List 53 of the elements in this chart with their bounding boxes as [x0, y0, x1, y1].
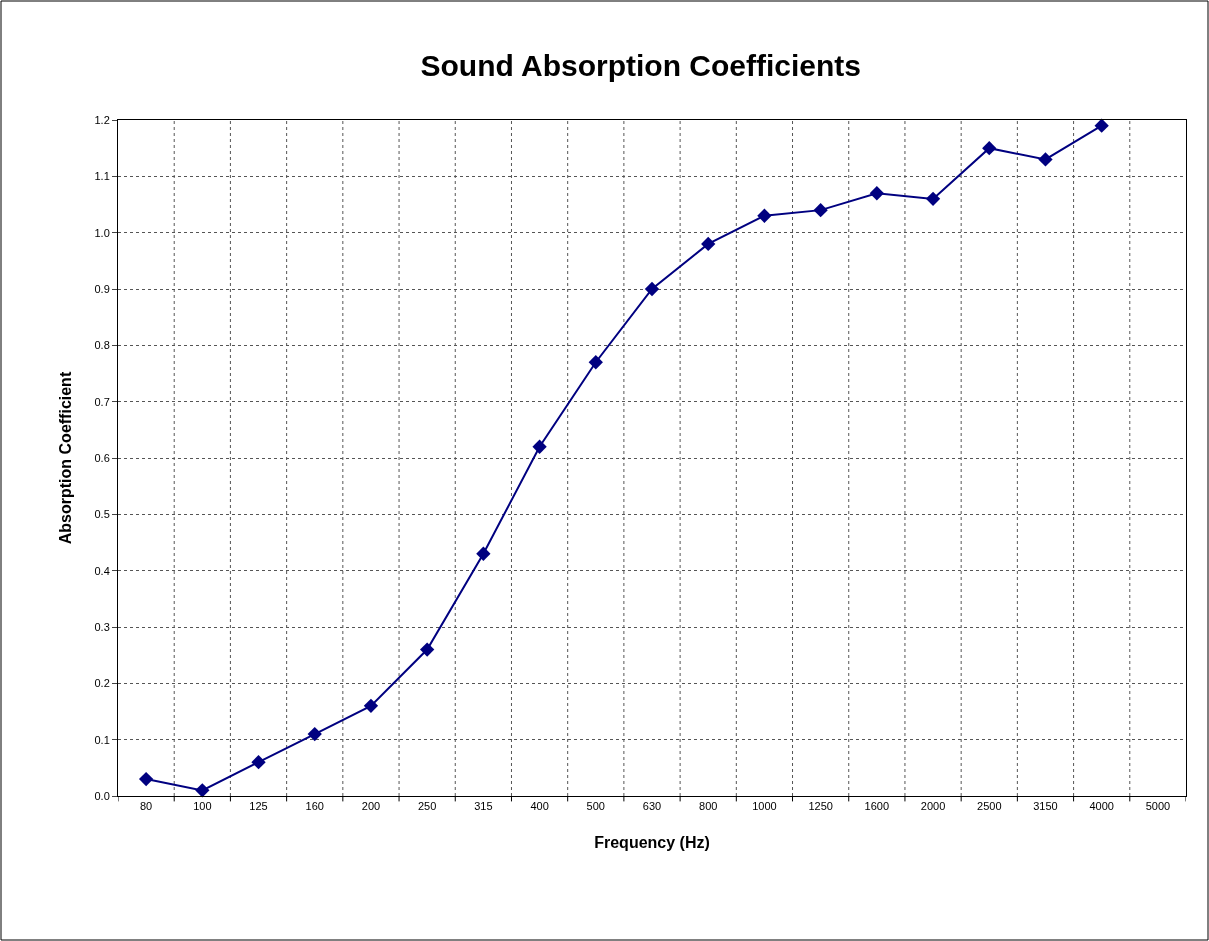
x-tick-label: 630 [642, 800, 662, 813]
x-axis-title: Frequency (Hz) [594, 833, 710, 851]
x-tick-label: 4000 [1089, 800, 1114, 813]
point [644, 281, 660, 297]
y-tick-label: 1.0 [94, 226, 110, 239]
y-tick-label: 0.2 [94, 677, 110, 690]
point [363, 698, 379, 714]
x-tick-label: 3150 [1033, 800, 1058, 813]
point [1094, 118, 1109, 133]
y-tick-label: 0.4 [94, 564, 110, 577]
point [925, 191, 941, 207]
x-tick-label: 200 [361, 800, 381, 813]
point [307, 726, 322, 742]
point [532, 439, 547, 454]
y-tick-label: 1.2 [94, 113, 110, 126]
point [982, 141, 997, 156]
y-tick-label: 1.1 [94, 170, 110, 183]
point [757, 208, 772, 223]
x-tick-label: 160 [305, 800, 324, 813]
y-tick-label: 0.0 [94, 789, 110, 802]
point [420, 642, 435, 657]
y-tick-label: 0.8 [94, 339, 110, 352]
x-tick-label: 500 [586, 800, 605, 813]
x-tick-label: 1000 [752, 800, 777, 813]
x-tick-label: 2500 [977, 800, 1002, 813]
point [813, 202, 828, 218]
x-tick-label: 5000 [1145, 800, 1171, 813]
x-tick-label: 315 [474, 800, 493, 813]
x-tick-label: 100 [193, 800, 212, 813]
y-tick-label: 0.1 [94, 733, 110, 746]
y-axis-title: Absorption Coefficient [57, 371, 75, 545]
y-tick-label: 0.6 [94, 451, 110, 464]
y-tick-label: 0.9 [94, 282, 110, 295]
x-tick-label: 2000 [920, 800, 946, 813]
x-tick-label: 80 [139, 800, 153, 813]
x-tick-label: 250 [417, 800, 437, 813]
point [195, 783, 210, 798]
y-tick-label: 0.7 [94, 395, 110, 408]
point [588, 355, 603, 370]
point [476, 546, 491, 561]
y-tick-label: 0.5 [94, 508, 110, 521]
point [869, 186, 884, 201]
x-tick-label: 400 [530, 800, 549, 813]
chart-title: Sound Absorption Coefficients [420, 49, 862, 83]
y-tick-label: 0.3 [94, 620, 110, 633]
point [1038, 152, 1053, 167]
x-tick-label: 1600 [864, 800, 890, 813]
x-tick-label: 125 [249, 800, 268, 813]
point [251, 755, 266, 770]
x-tick-label: 800 [699, 800, 718, 813]
point [138, 771, 154, 787]
x-tick-label: 1250 [808, 800, 833, 813]
point [701, 236, 716, 252]
